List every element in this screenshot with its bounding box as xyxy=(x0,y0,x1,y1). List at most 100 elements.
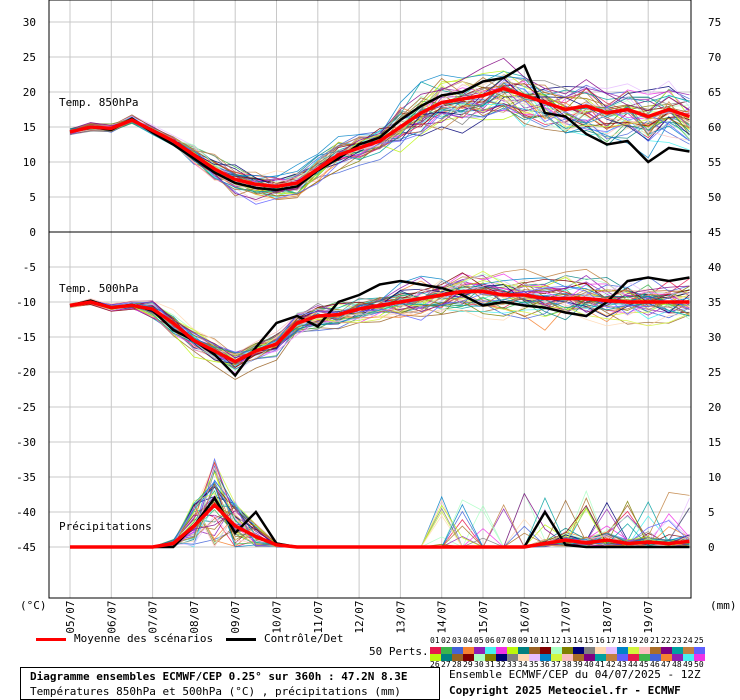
control-line-500 xyxy=(69,276,690,378)
tick-left-500: -15 xyxy=(16,331,36,344)
tick-right-precip: 0 xyxy=(708,541,715,554)
x-tick-label: 16/07 xyxy=(518,600,531,633)
pert-number: 09 xyxy=(518,636,528,645)
legend-mean-swatch xyxy=(36,638,66,641)
pert-swatch xyxy=(452,647,463,654)
pert-swatch xyxy=(485,647,496,654)
member-line-500 xyxy=(69,285,690,359)
pert-number: 20 xyxy=(639,636,649,645)
pert-swatch xyxy=(650,654,661,661)
pert-number: 26 xyxy=(430,660,440,669)
pert-swatch xyxy=(441,654,452,661)
pert-number: 02 xyxy=(441,636,451,645)
run-info: Ensemble ECMWF/CEP du 04/07/2025 - 12Z xyxy=(449,668,701,681)
tick-left-850: 10 xyxy=(23,156,36,169)
pert-number: 19 xyxy=(628,636,638,645)
pert-number: 46 xyxy=(650,660,660,669)
pert-swatch xyxy=(617,654,628,661)
pert-number: 15 xyxy=(584,636,594,645)
pert-number: 01 xyxy=(430,636,440,645)
tick-right-precip: 15 xyxy=(708,436,721,449)
tick-right-precip: 20 xyxy=(708,401,721,414)
pert-swatch xyxy=(628,654,639,661)
pert-number: 41 xyxy=(595,660,605,669)
pert-number: 07 xyxy=(496,636,506,645)
pert-number: 32 xyxy=(496,660,506,669)
legend-mean-label: Moyenne des scénarios xyxy=(74,632,214,645)
member-line-500 xyxy=(69,298,690,354)
x-tick-label: 10/07 xyxy=(271,600,284,633)
pert-number: 37 xyxy=(551,660,561,669)
pert-number: 47 xyxy=(661,660,671,669)
pert-swatch xyxy=(606,647,617,654)
pert-swatch xyxy=(551,654,562,661)
member-line-precip xyxy=(70,460,690,548)
x-tick-label: 11/07 xyxy=(312,600,325,633)
pert-swatch xyxy=(540,654,551,661)
pert-swatch xyxy=(672,654,683,661)
tick-right-850: 60 xyxy=(708,121,721,134)
tick-right-precip: 35 xyxy=(708,296,721,309)
tick-right-850: 55 xyxy=(708,156,721,169)
pert-number: 39 xyxy=(573,660,583,669)
x-tick-label: 05/07 xyxy=(64,600,77,633)
legend-control-swatch xyxy=(226,638,256,641)
x-tick-label: 15/07 xyxy=(477,600,490,633)
x-tick-label: 06/07 xyxy=(105,600,118,633)
pert-number: 10 xyxy=(529,636,539,645)
pert-number: 35 xyxy=(529,660,539,669)
copyright: Copyright 2025 Meteociel.fr - ECMWF xyxy=(449,684,681,697)
pert-swatch xyxy=(661,647,672,654)
member-line-precip xyxy=(70,461,690,548)
pert-swatch xyxy=(639,654,650,661)
x-tick-label: 08/07 xyxy=(188,600,201,633)
pert-swatch xyxy=(507,647,518,654)
pert-swatch xyxy=(683,647,694,654)
pert-number: 36 xyxy=(540,660,550,669)
pert-swatch xyxy=(529,647,540,654)
pert-swatch xyxy=(507,654,518,661)
pert-swatch xyxy=(661,654,672,661)
tick-left-500: -30 xyxy=(16,436,36,449)
pert-number: 44 xyxy=(628,660,638,669)
tick-left-500: -10 xyxy=(16,296,36,309)
pert-number: 16 xyxy=(595,636,605,645)
pert-swatch xyxy=(672,647,683,654)
footer-title-line2: Températures 850hPa et 500hPa (°C) , pré… xyxy=(30,685,401,698)
pert-swatch xyxy=(595,647,606,654)
pert-number: 13 xyxy=(562,636,572,645)
pert-number: 28 xyxy=(452,660,462,669)
member-line-precip xyxy=(70,458,690,548)
pert-swatch xyxy=(562,647,573,654)
pert-number: 03 xyxy=(452,636,462,645)
pert-swatch xyxy=(441,647,452,654)
mean-line-850 xyxy=(69,86,691,189)
tick-right-precip: 40 xyxy=(708,261,721,274)
panel-title-500: Temp. 500hPa xyxy=(59,282,138,295)
pert-number: 23 xyxy=(672,636,682,645)
pert-number: 29 xyxy=(463,660,473,669)
legend-control-label: Contrôle/Det xyxy=(264,632,344,645)
pert-swatch xyxy=(518,647,529,654)
pert-number: 05 xyxy=(474,636,484,645)
pert-number: 11 xyxy=(540,636,550,645)
pert-swatch xyxy=(584,654,595,661)
tick-right-precip: 5 xyxy=(708,506,715,519)
pert-number: 49 xyxy=(683,660,693,669)
pert-number: 33 xyxy=(507,660,517,669)
control-line-850 xyxy=(69,63,690,192)
member-line-500 xyxy=(69,289,690,366)
x-tick-label: 09/07 xyxy=(229,600,242,633)
mean-line-500 xyxy=(69,289,690,364)
tick-left-500: -5 xyxy=(23,261,36,274)
pert-swatch xyxy=(496,654,507,661)
pert-swatch xyxy=(474,654,485,661)
pert-swatch xyxy=(650,647,661,654)
pert-swatch xyxy=(606,654,617,661)
panel-title-850: Temp. 850hPa xyxy=(59,96,138,109)
member-line-500 xyxy=(69,275,690,362)
x-tick-label: 07/07 xyxy=(147,600,160,633)
tick-right-precip: 10 xyxy=(708,471,721,484)
pert-swatch xyxy=(562,654,573,661)
pert-number: 24 xyxy=(683,636,693,645)
